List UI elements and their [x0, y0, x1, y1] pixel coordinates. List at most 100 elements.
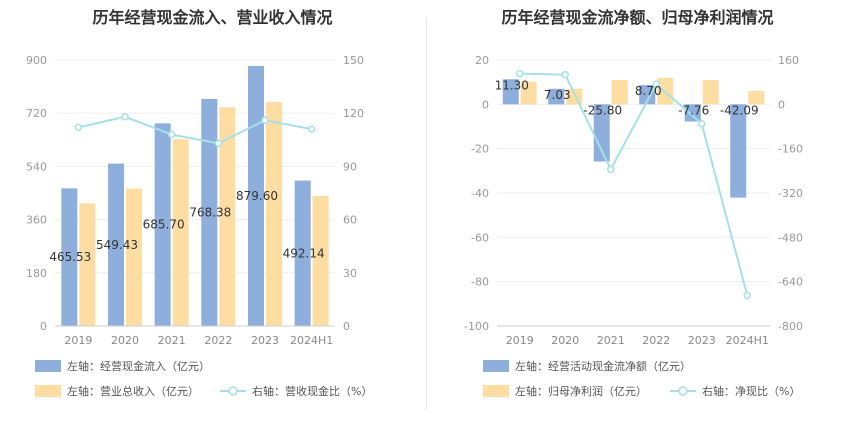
- legend-label: 左轴：经营活动现金流净额（亿元）: [515, 359, 691, 373]
- line-series: [78, 115, 312, 145]
- legend-swatch: [483, 360, 509, 372]
- line-series: [519, 72, 749, 296]
- data-label: 685.70: [143, 218, 185, 232]
- legend-label: 右轴：净现比（%）: [702, 384, 800, 398]
- legend-label: 右轴：营收现金比（%）: [252, 384, 372, 398]
- bar-series-2: [702, 79, 719, 105]
- x-axis-tick-label: 2022: [642, 334, 670, 347]
- x-axis-tick-label: 2019: [64, 334, 92, 347]
- x-axis-tick-label: 2021: [158, 334, 186, 347]
- x-axis-tick-label: 2024H1: [290, 334, 333, 347]
- chart-panel-cash-inflow: 历年经营现金流入、营业收入情况 0 180 360 540 720 900 0 30 60 90 1…: [26, 8, 372, 398]
- left-axis-tick-label: -20: [471, 143, 489, 156]
- line-point: [516, 69, 524, 78]
- bar-series-1: [593, 104, 610, 162]
- data-label: 8.70: [635, 84, 662, 98]
- data-label: 549.43: [96, 238, 138, 252]
- x-axis-tick-label: 2024H1: [726, 334, 769, 347]
- chart-title: 历年经营现金流入、营业收入情况: [92, 8, 333, 27]
- line-point: [214, 139, 223, 148]
- bar-series-2: [172, 139, 189, 326]
- bar-series-1: [108, 163, 124, 326]
- legend-swatch-marker: [228, 386, 238, 396]
- data-label: 11.30: [495, 78, 529, 92]
- right-axis-tick-label: 60: [343, 214, 357, 227]
- left-axis-tick-label: -40: [471, 187, 489, 200]
- chart-svg: -100 -80 -60 -40 -20 0 20 -800 -640 -480 -320 -160 0…: [464, 54, 803, 398]
- right-axis-tick-label: -800: [778, 320, 803, 333]
- left-axis-tick-label: -80: [471, 276, 489, 289]
- bar-series-1: [502, 79, 519, 105]
- bar-series-2: [126, 188, 142, 326]
- x-axis-tick-label: 2019: [506, 334, 534, 347]
- left-axis-tick-label: 180: [26, 267, 47, 280]
- bar-series-2: [520, 81, 537, 105]
- x-axis-tick-label: 2022: [204, 334, 232, 347]
- bar-series-1: [730, 104, 747, 198]
- line-point: [167, 130, 176, 139]
- bar-series-1: [294, 180, 311, 326]
- legend-label: 左轴：归母净利润（亿元）: [515, 384, 647, 398]
- right-axis-tick-label: -640: [778, 276, 803, 289]
- bar-series-1: [248, 66, 264, 327]
- data-label: 879.60: [236, 189, 278, 203]
- right-axis-tick-label: 0: [778, 98, 785, 111]
- bar-series-2: [219, 107, 236, 327]
- legend-swatch-marker: [678, 386, 688, 396]
- right-axis-tick-label: -160: [778, 143, 803, 156]
- data-label: 768.38: [189, 205, 231, 219]
- legend-swatch: [35, 360, 61, 372]
- legend-swatch: [483, 385, 509, 397]
- left-axis-tick-label: 720: [26, 107, 47, 120]
- line-point: [743, 291, 751, 300]
- line-point: [652, 80, 660, 88]
- line-point: [121, 112, 129, 121]
- x-axis-tick-label: 2020: [551, 334, 579, 347]
- right-axis-tick-label: 150: [343, 54, 364, 67]
- chart-svg: 0 180 360 540 720 900 0 30 60 90 120 150 2019 2020 202…: [26, 54, 372, 398]
- bar-series-1: [154, 123, 171, 326]
- chart-panel-net-cash: 历年经营现金流净额、归母净利润情况 -100 -80 -60 -40 -20 0 20 -80…: [425, 0, 850, 437]
- left-axis-tick-label: 20: [475, 54, 489, 67]
- left-axis-tick-label: 360: [26, 214, 47, 227]
- right-axis-tick-label: 0: [343, 320, 350, 333]
- data-label: 7.03: [544, 88, 571, 102]
- right-axis-tick-label: 120: [343, 107, 364, 120]
- right-axis-tick-label: 30: [343, 267, 357, 280]
- x-axis-tick-label: 2020: [111, 334, 139, 347]
- bar-series-1: [61, 188, 78, 326]
- bar-series-2: [312, 195, 329, 326]
- x-axis-tick-label: 2021: [597, 334, 625, 347]
- x-axis-tick-label: 2023: [251, 334, 279, 347]
- line-point: [74, 123, 83, 132]
- panel-divider: [426, 18, 427, 410]
- data-label: 492.14: [283, 246, 325, 260]
- data-label: -42.09: [720, 103, 759, 117]
- line-point: [307, 125, 316, 133]
- left-axis-tick-label: 900: [26, 54, 47, 67]
- left-axis-tick-label: -60: [471, 231, 489, 244]
- line-point: [561, 70, 569, 79]
- left-axis-tick-label: 540: [26, 160, 47, 173]
- line-point: [698, 119, 706, 128]
- legend-label: 左轴：营业总收入（亿元）: [67, 384, 199, 398]
- line-point: [261, 116, 269, 125]
- right-axis-tick-label: 160: [778, 54, 799, 67]
- line-point: [607, 165, 615, 174]
- bar-series-1: [201, 98, 218, 326]
- right-axis-tick-label: -480: [778, 231, 803, 244]
- legend-label: 左轴：经营现金流入（亿元）: [67, 359, 210, 373]
- data-label: -7.76: [678, 103, 709, 117]
- right-axis-tick-label: 90: [343, 160, 357, 173]
- bar-series-2: [748, 91, 765, 105]
- left-axis-tick-label: 0: [482, 98, 489, 111]
- bar-series-1: [684, 104, 701, 122]
- data-label: 465.53: [49, 250, 91, 264]
- bar-series-2: [79, 203, 96, 326]
- data-label: -25.80: [583, 103, 622, 117]
- bar-series-2: [266, 101, 282, 326]
- right-axis-tick-label: -320: [778, 187, 803, 200]
- legend-swatch: [35, 385, 61, 397]
- bar-series-1: [548, 88, 565, 105]
- left-axis-tick-label: -100: [464, 320, 489, 333]
